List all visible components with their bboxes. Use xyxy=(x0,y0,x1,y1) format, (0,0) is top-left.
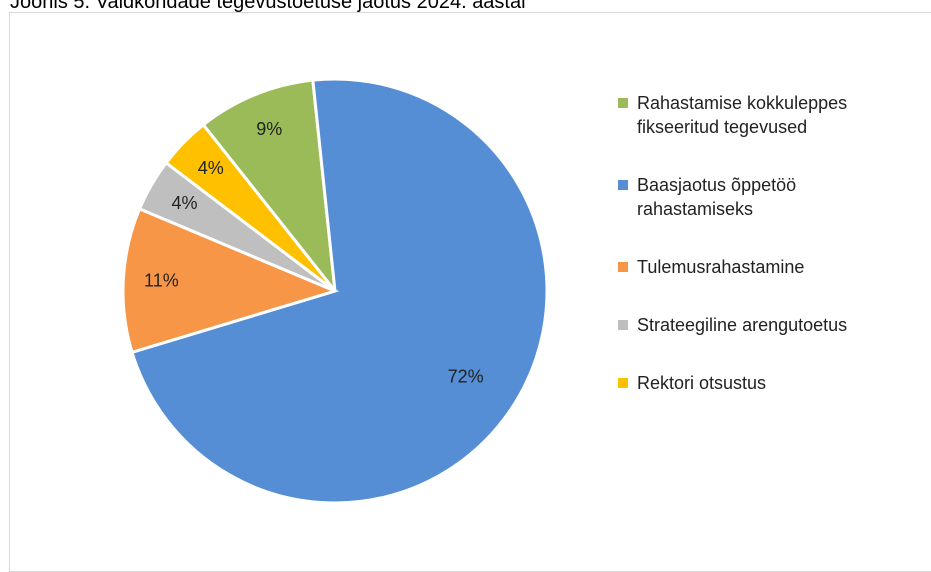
legend-label: Rahastamise kokkuleppes fikseeritud tege… xyxy=(637,93,848,137)
page: Joonis 5. Valdkondade tegevustoetuse jao… xyxy=(9,0,931,572)
chart-title: Joonis 5. Valdkondade tegevustoetuse jao… xyxy=(10,0,526,13)
data-label: 4% xyxy=(198,158,224,178)
pie-slice xyxy=(201,78,338,296)
pie-slice xyxy=(130,77,549,505)
legend-label: Strateegiline arengutoetus xyxy=(637,315,848,335)
data-label: 4% xyxy=(171,193,197,213)
pie-slice xyxy=(121,206,340,355)
legend: Rahastamise kokkuleppes fikseeritud tege… xyxy=(618,91,890,395)
data-label: 72% xyxy=(448,367,484,387)
legend-label: Rektori otsustus xyxy=(637,373,767,393)
legend-entry: Rahastamise kokkuleppes fikseeritud tege… xyxy=(618,91,890,139)
legend-entry: Baasjaotus õppetöö rahastamiseks xyxy=(618,173,890,221)
legend-swatch xyxy=(618,180,628,190)
legend-label: Baasjaotus õppetöö rahastamiseks xyxy=(637,175,797,219)
legend-swatch xyxy=(618,98,628,108)
legend-label: Tulemusrahastamine xyxy=(637,257,805,277)
data-label: 11% xyxy=(144,271,179,291)
legend-swatch xyxy=(618,378,628,388)
legend-swatch xyxy=(618,262,628,272)
legend-entry: Tulemusrahastamine xyxy=(618,255,890,279)
legend-entry: Rektori otsustus xyxy=(618,371,890,395)
chart: 9% 72% 11% 4%4% xyxy=(121,77,549,505)
legend-entry: Strateegiline arengutoetus xyxy=(618,313,890,337)
data-label: 9% xyxy=(256,119,282,139)
legend-swatch xyxy=(618,320,628,330)
pie-slice xyxy=(164,122,337,293)
